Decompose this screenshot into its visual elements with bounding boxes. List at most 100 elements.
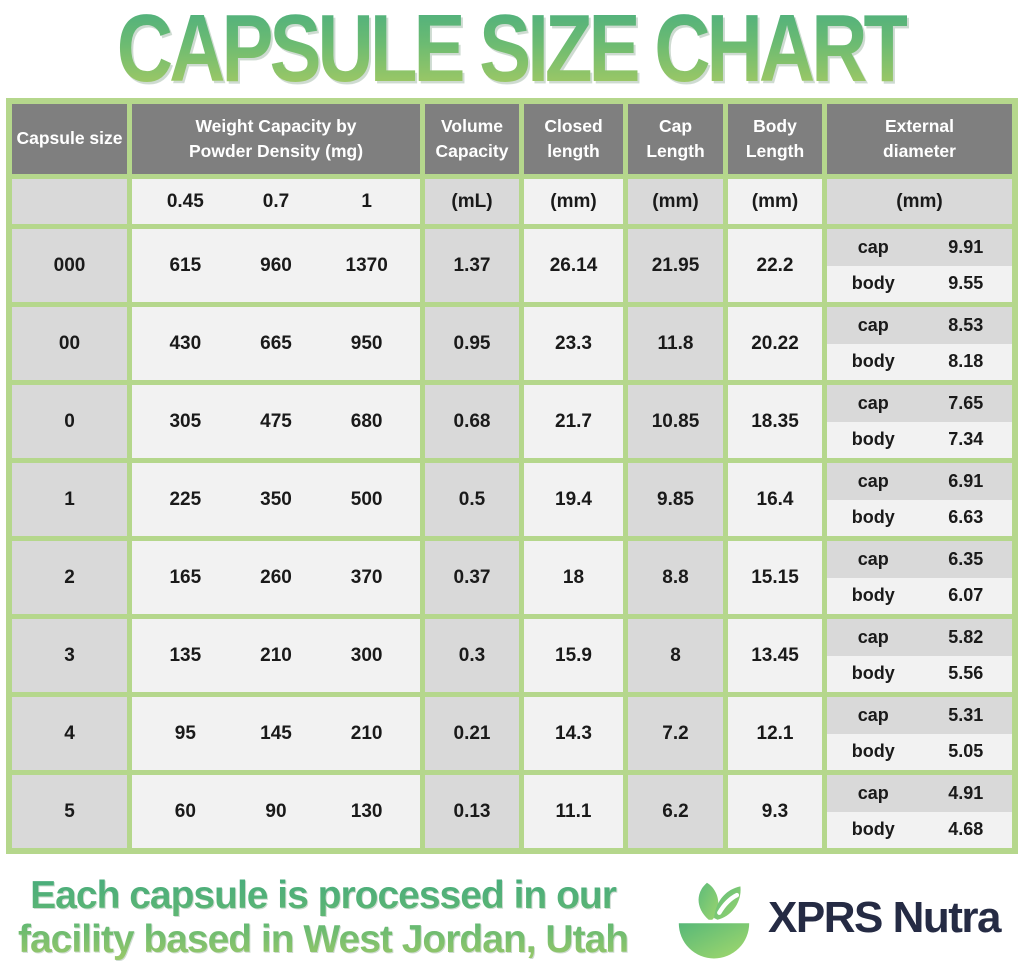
- units-cap: (mm): [628, 179, 723, 224]
- external-body-label: body: [851, 507, 895, 528]
- table-units-row: 0.45 0.7 1 (mL) (mm) (mm) (mm) (mm): [12, 179, 1012, 224]
- weight-07: 145: [260, 722, 292, 744]
- weight-045: 225: [169, 488, 202, 510]
- cap-length-cell: 8: [628, 619, 723, 692]
- units-densities: 0.45 0.7 1: [132, 179, 420, 224]
- volume-capacity-cell: 0.13: [425, 775, 519, 848]
- external-body-row: body 9.55: [827, 265, 1012, 302]
- closed-length-cell: 26.14: [524, 229, 623, 302]
- header-external-diameter: External diameter: [827, 104, 1012, 174]
- external-cap-label: cap: [857, 548, 889, 569]
- footer-note: Each capsule is processed in our facilit…: [18, 874, 629, 961]
- external-cap-value: 4.91: [948, 782, 984, 803]
- external-body-label: body: [851, 741, 895, 762]
- external-cap-value: 8.53: [948, 314, 984, 335]
- volume-capacity-cell: 0.3: [425, 619, 519, 692]
- volume-capacity-cell: 0.68: [425, 385, 519, 458]
- mortar-leaf-icon: [678, 882, 750, 959]
- capsule-size-cell: 0: [12, 385, 127, 458]
- external-diameter-cell: cap 6.91 body 6.63: [827, 463, 1012, 536]
- header-closed-length: Closed length: [524, 104, 623, 174]
- table-row: 000 615 960 1370 1.37 26.14 21.95 22.2 c…: [12, 229, 1012, 302]
- cap-length-cell: 10.85: [628, 385, 723, 458]
- volume-capacity-cell: 1.37: [425, 229, 519, 302]
- table-row: 3 135 210 300 0.3 15.9 8 13.45 cap 5.82 …: [12, 619, 1012, 692]
- external-body-row: body 6.07: [827, 577, 1012, 614]
- closed-length-cell: 14.3: [524, 697, 623, 770]
- title-banner: CAPSULE SIZE CHART: [0, 0, 1024, 96]
- volume-capacity-cell: 0.5: [425, 463, 519, 536]
- units-body: (mm): [728, 179, 822, 224]
- table-row: 2 165 260 370 0.37 18 8.8 15.15 cap 6.35…: [12, 541, 1012, 614]
- weight-1: 950: [350, 332, 383, 354]
- weight-capacity-cell: 225 350 500: [132, 463, 420, 536]
- external-diameter-cell: cap 7.65 body 7.34: [827, 385, 1012, 458]
- capsule-size-cell: 00: [12, 307, 127, 380]
- weight-07: 260: [260, 566, 292, 588]
- external-diameter-cell: cap 5.82 body 5.56: [827, 619, 1012, 692]
- closed-length-cell: 19.4: [524, 463, 623, 536]
- body-length-cell: 9.3: [728, 775, 822, 848]
- header-body-length: Body Length: [728, 104, 822, 174]
- weight-07: 90: [265, 800, 287, 822]
- density-1: 1: [361, 190, 372, 212]
- external-body-row: body 5.56: [827, 655, 1012, 692]
- external-body-row: body 7.34: [827, 421, 1012, 458]
- weight-capacity-cell: 135 210 300: [132, 619, 420, 692]
- weight-capacity-cell: 95 145 210: [132, 697, 420, 770]
- cap-length-cell: 8.8: [628, 541, 723, 614]
- capsule-size-cell: 3: [12, 619, 127, 692]
- external-cap-row: cap 4.91: [827, 775, 1012, 812]
- closed-length-cell: 11.1: [524, 775, 623, 848]
- body-length-cell: 16.4: [728, 463, 822, 536]
- external-cap-value: 5.31: [948, 704, 984, 725]
- cap-length-cell: 21.95: [628, 229, 723, 302]
- external-cap-row: cap 6.91: [827, 463, 1012, 500]
- external-diameter-cell: cap 8.53 body 8.18: [827, 307, 1012, 380]
- external-body-label: body: [851, 663, 895, 684]
- capsule-size-cell: 5: [12, 775, 127, 848]
- external-diameter-cell: cap 6.35 body 6.07: [827, 541, 1012, 614]
- weight-capacity-cell: 430 665 950: [132, 307, 420, 380]
- external-body-value: 4.68: [948, 819, 984, 840]
- cap-length-cell: 7.2: [628, 697, 723, 770]
- body-length-cell: 20.22: [728, 307, 822, 380]
- weight-1: 680: [350, 410, 383, 432]
- table-header-row: Capsule size Weight Capacity by Powder D…: [12, 104, 1012, 174]
- page-title: CAPSULE SIZE CHART: [116, 0, 911, 102]
- weight-045: 305: [169, 410, 202, 432]
- external-diameter-cell: cap 9.91 body 9.55: [827, 229, 1012, 302]
- external-body-label: body: [851, 585, 895, 606]
- external-cap-label: cap: [857, 392, 889, 413]
- table-row: 0 305 475 680 0.68 21.7 10.85 18.35 cap …: [12, 385, 1012, 458]
- density-0.45: 0.45: [166, 190, 204, 212]
- external-body-value: 5.56: [948, 663, 984, 684]
- external-body-value: 9.55: [948, 273, 984, 294]
- weight-045: 60: [174, 800, 196, 822]
- weight-1: 210: [350, 722, 383, 744]
- weight-capacity-cell: 165 260 370: [132, 541, 420, 614]
- brand-name: XPRS Nutra: [768, 893, 1001, 942]
- external-cap-label: cap: [857, 236, 889, 257]
- external-body-row: body 4.68: [827, 811, 1012, 848]
- closed-length-cell: 23.3: [524, 307, 623, 380]
- external-cap-label: cap: [857, 470, 889, 491]
- external-cap-label: cap: [857, 626, 889, 647]
- units-volume: (mL): [425, 179, 519, 224]
- weight-045: 135: [169, 644, 202, 666]
- volume-capacity-cell: 0.37: [425, 541, 519, 614]
- weight-045: 165: [169, 566, 202, 588]
- external-body-row: body 6.63: [827, 499, 1012, 536]
- closed-length-cell: 18: [524, 541, 623, 614]
- footer: Each capsule is processed in our facilit…: [0, 870, 1024, 966]
- weight-1: 500: [350, 488, 383, 510]
- weight-07: 960: [260, 254, 292, 276]
- external-body-value: 7.34: [948, 429, 984, 450]
- body-length-cell: 15.15: [728, 541, 822, 614]
- capsule-size-cell: 000: [12, 229, 127, 302]
- weight-045: 615: [169, 254, 202, 276]
- weight-07: 350: [260, 488, 292, 510]
- body-length-cell: 22.2: [728, 229, 822, 302]
- weight-1: 130: [350, 800, 383, 822]
- external-body-label: body: [851, 429, 895, 450]
